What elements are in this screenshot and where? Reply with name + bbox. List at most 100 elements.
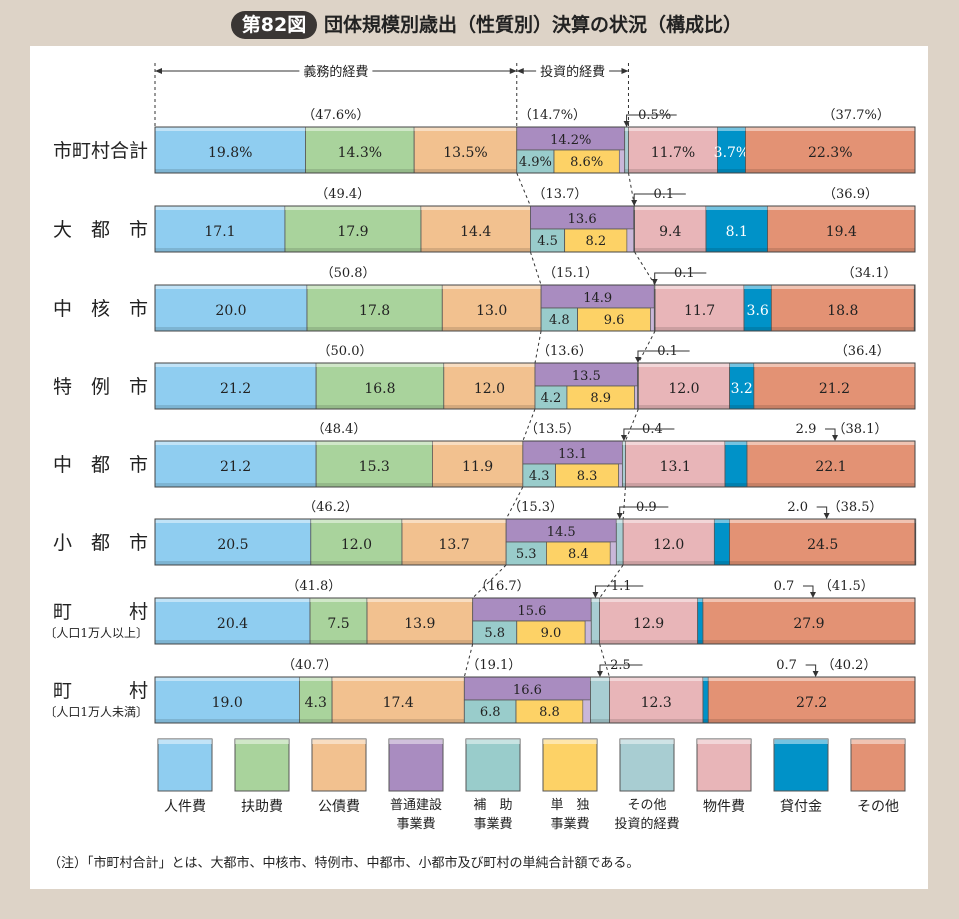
- legend-swatch: [465, 738, 521, 792]
- bar-shade: [155, 483, 317, 487]
- group-total-other: （40.2）: [822, 658, 877, 673]
- bar-highlight: [706, 206, 768, 210]
- connector-dashed: [622, 486, 626, 520]
- connector-dashed: [599, 564, 624, 599]
- legend-highlight: [774, 739, 828, 744]
- bar-segment: [713, 518, 730, 566]
- legend-highlight: [620, 739, 674, 744]
- bar-shade: [625, 483, 725, 487]
- bar-segment: [637, 362, 730, 410]
- legend-swatch: [696, 738, 752, 792]
- bar-value-label: 13.5: [572, 369, 601, 384]
- loans-callout: 2.0: [787, 500, 808, 515]
- bar-value-label: 4.8: [549, 313, 570, 328]
- bar-shade: [305, 169, 415, 173]
- bar-shade: [717, 169, 746, 173]
- bar-value-label: 8.2: [585, 234, 606, 249]
- legend-highlight: [389, 739, 443, 744]
- bar-value-label: 14.3%: [338, 145, 382, 161]
- legend-swatch: [234, 738, 290, 792]
- bar-segment: [309, 597, 368, 645]
- bar-highlight: [316, 363, 444, 367]
- bar-value-label: 22.3%: [808, 145, 852, 161]
- bar-shade: [725, 483, 748, 487]
- bar-value-label: 11.7: [684, 303, 715, 319]
- bar-segment: [628, 126, 718, 174]
- bar-highlight: [414, 127, 517, 131]
- bar-outline: [154, 284, 916, 332]
- bar-segment: [745, 126, 916, 174]
- bar-shade: [599, 640, 698, 644]
- bar-segment: [724, 440, 748, 488]
- bar-value-label: 8.4: [568, 547, 589, 562]
- bar-segment: [590, 676, 610, 724]
- bar-value-label: 8.9: [590, 391, 611, 406]
- bar-shade: [332, 719, 465, 723]
- bar-value-label: 12.9: [633, 616, 664, 632]
- bar-value-label: 13.1: [558, 447, 587, 462]
- bar-highlight: [745, 127, 915, 131]
- bar-shade: [432, 483, 523, 487]
- bar-segment-remainder: [582, 699, 591, 724]
- chart-title: 団体規模別歳出（性質別）決算の状況（構成比）: [324, 14, 743, 36]
- bar-shade: [771, 327, 915, 331]
- connector-dashed: [516, 172, 531, 207]
- group-total-investment: （15.3）: [508, 500, 563, 515]
- category-label: 大 都 市: [53, 219, 148, 241]
- bar-highlight: [155, 677, 300, 681]
- arrowhead: [621, 68, 629, 74]
- legend-highlight: [235, 739, 289, 744]
- bar-value-label: 24.5: [807, 537, 838, 553]
- legend-label: 投資的経費: [614, 816, 679, 832]
- bar-segment: [420, 205, 531, 253]
- category-label: 中 核 市: [53, 298, 148, 320]
- bar-value-label: 15.3: [359, 459, 390, 475]
- bar-highlight: [299, 677, 333, 681]
- bar-segment: [705, 205, 768, 253]
- bar-shade: [414, 169, 517, 173]
- group-total-investment: （15.1）: [543, 266, 598, 281]
- bar-shade: [729, 405, 754, 409]
- group-total-investment: （13.7）: [532, 187, 587, 202]
- bar-value-label: 12.0: [341, 537, 372, 553]
- bar-shade: [310, 640, 368, 644]
- connector-dashed: [634, 251, 656, 286]
- bar-segment: [697, 597, 704, 645]
- bar-segment: [315, 362, 445, 410]
- bar-highlight: [747, 441, 915, 445]
- group-total-mandatory: （50.0）: [318, 344, 373, 359]
- group-total-mandatory: （48.4）: [311, 422, 366, 437]
- legend-swatch: [850, 738, 906, 792]
- bar-outline: [154, 126, 916, 174]
- bar-value-label: 14.4: [460, 224, 491, 240]
- group-total-mandatory: （47.6%）: [302, 108, 369, 123]
- legend-swatch: [388, 738, 444, 792]
- bar-segment: [331, 676, 465, 724]
- bar-highlight: [442, 285, 542, 289]
- bar-highlight: [725, 441, 748, 445]
- bar-outline: [154, 676, 916, 724]
- bar-value-label: 8.3: [577, 469, 598, 484]
- category-label: 町 村: [53, 601, 148, 623]
- bar-value-label: 3.2: [731, 381, 753, 397]
- bar-segment: [624, 126, 629, 174]
- bar-value-label: 5.8: [484, 626, 505, 641]
- bar-highlight: [432, 441, 523, 445]
- bar-shade: [702, 719, 709, 723]
- legend-label: その他: [857, 799, 899, 815]
- bar-segment: [654, 284, 745, 332]
- bar-highlight: [305, 127, 415, 131]
- bar-shade: [745, 169, 915, 173]
- category-sublabel: 〔人口1万人以上〕: [44, 626, 148, 640]
- legend-label: 公債費: [318, 799, 360, 815]
- figure-number-badge: 第82図: [231, 11, 317, 39]
- bar-shade: [706, 248, 768, 252]
- legend-label: 扶助費: [241, 799, 283, 815]
- bar-shade: [702, 640, 915, 644]
- bar-shade: [753, 405, 915, 409]
- bar-highlight: [609, 677, 703, 681]
- bar-value-label: 17.4: [383, 695, 414, 711]
- bar-shade: [747, 483, 915, 487]
- group-total-investment: （14.7%）: [519, 108, 586, 123]
